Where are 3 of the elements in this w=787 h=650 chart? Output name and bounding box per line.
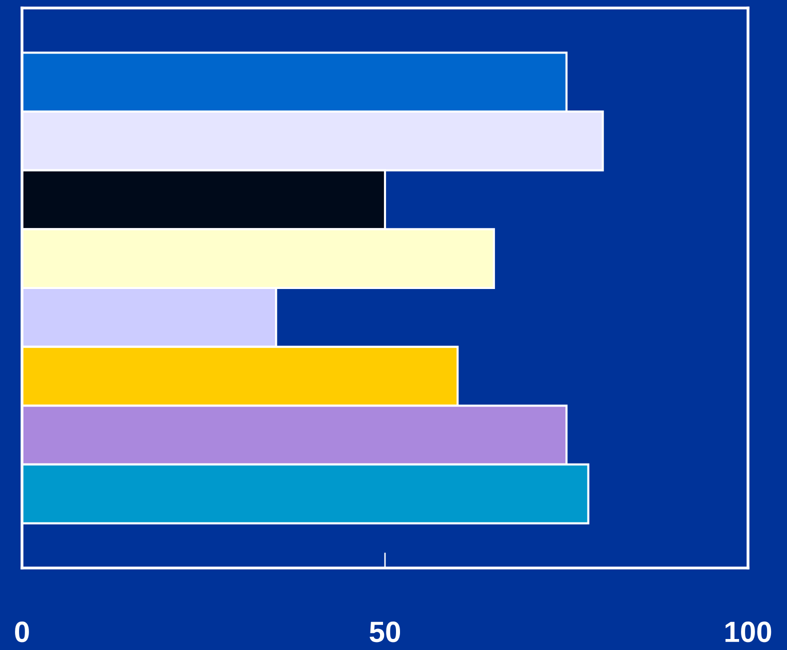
- x-tick-label: 100: [726, 622, 772, 642]
- x-tick-label: 0: [15, 622, 29, 642]
- x-tick-label: 50: [370, 622, 400, 642]
